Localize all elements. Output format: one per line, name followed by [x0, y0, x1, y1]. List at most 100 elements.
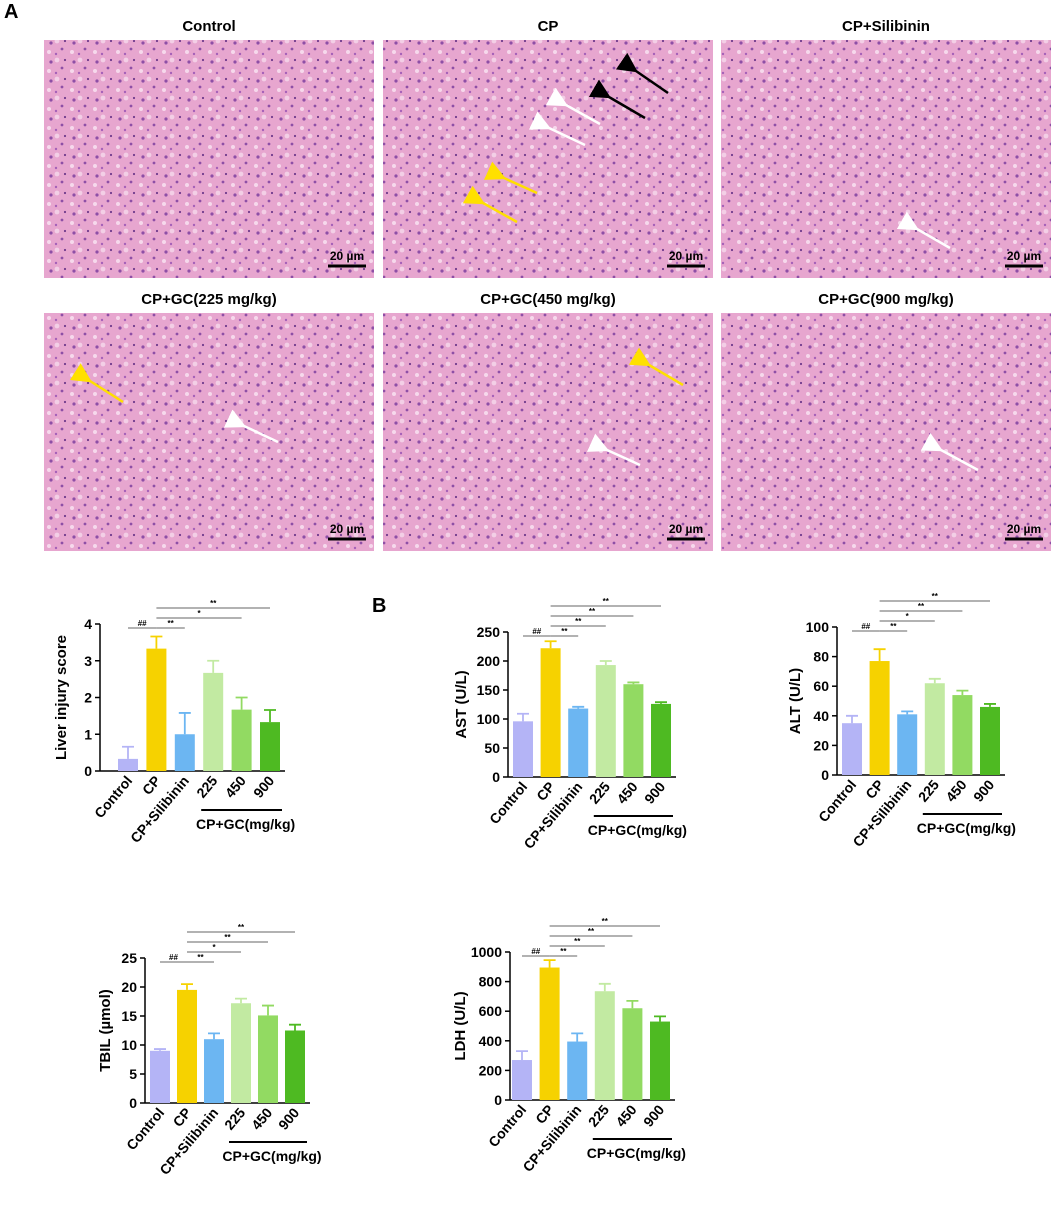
bar — [980, 706, 1000, 775]
error-bar — [627, 681, 640, 685]
significance-label: ## — [138, 619, 147, 628]
y-tick-label: 15 — [121, 1008, 137, 1024]
bar — [203, 672, 224, 771]
bar — [567, 1041, 588, 1100]
y-tick-label: 100 — [477, 711, 501, 727]
bar — [174, 734, 195, 771]
group-label: CP+GC(mg/kg) — [917, 820, 1016, 836]
scale-label: 20 µm — [669, 522, 703, 536]
significance-label: ## — [861, 622, 870, 631]
x-tick-label: 225 — [221, 1104, 248, 1132]
x-tick-label: 450 — [942, 776, 969, 804]
significance-label: ** — [588, 927, 595, 936]
error-bar — [207, 659, 220, 673]
x-tick-label: 450 — [248, 1104, 275, 1132]
error-bar — [544, 640, 557, 649]
error-bar — [264, 709, 276, 723]
significance-label: * — [197, 609, 201, 618]
arrow — [545, 87, 601, 126]
x-tick-label: 450 — [613, 778, 640, 806]
bar — [146, 648, 167, 771]
y-tick-label: 4 — [84, 616, 92, 632]
y-tick-label: 40 — [813, 708, 829, 724]
x-tick-label: 225 — [585, 1101, 612, 1129]
x-tick-label: Control — [815, 777, 859, 825]
error-bar — [235, 696, 248, 710]
bar — [952, 695, 973, 775]
arrow — [920, 432, 979, 472]
y-axis-label: TBIL (µmol) — [97, 989, 114, 1072]
significance-label: ## — [531, 947, 540, 956]
x-tick-label: 450 — [222, 772, 249, 800]
y-tick-label: 0 — [494, 1092, 502, 1108]
arrow — [615, 52, 669, 95]
bar — [568, 708, 589, 777]
significance-label: ** — [602, 917, 609, 926]
bar — [118, 758, 138, 771]
significance-label: ** — [918, 602, 925, 611]
significance-label: ** — [210, 599, 217, 608]
scale-label: 20 µm — [669, 249, 703, 263]
bar — [231, 1003, 251, 1103]
bar — [539, 967, 560, 1100]
bar — [897, 714, 918, 775]
error-bar — [984, 703, 996, 707]
error-bar — [516, 1050, 528, 1061]
error-bar — [655, 701, 667, 704]
bar — [594, 991, 615, 1100]
arrow — [483, 161, 538, 195]
x-tick-label: 450 — [612, 1101, 639, 1129]
error-bar — [517, 712, 529, 722]
error-bar — [181, 983, 193, 990]
error-bar — [626, 999, 639, 1009]
y-tick-label: 20 — [121, 979, 137, 995]
arrow — [462, 185, 518, 224]
error-bar — [235, 997, 247, 1004]
y-tick-label: 100 — [806, 619, 830, 635]
x-tick-label: Control — [486, 779, 530, 827]
y-tick-label: 0 — [129, 1095, 137, 1111]
significance-label: ** — [890, 622, 897, 631]
error-bar — [598, 982, 611, 992]
bar — [622, 1008, 643, 1100]
error-bar — [956, 689, 969, 696]
y-tick-label: 1 — [84, 726, 92, 742]
x-tick-label: 900 — [970, 776, 997, 804]
panel-label: A — [4, 1, 18, 23]
y-axis-label: LDH (U/L) — [452, 991, 469, 1060]
y-tick-label: 80 — [813, 649, 829, 665]
image-title: CP+GC(900 mg/kg) — [818, 291, 953, 308]
image-title: CP — [538, 18, 559, 35]
histology-image — [721, 40, 1051, 278]
scale-label: 20 µm — [330, 249, 364, 263]
bar — [623, 684, 644, 777]
group-label: CP+GC(mg/kg) — [587, 1145, 686, 1161]
bar — [285, 1030, 305, 1103]
y-tick-label: 150 — [477, 682, 501, 698]
significance-label: ** — [197, 953, 204, 962]
scale-label: 20 µm — [1007, 522, 1041, 536]
error-bar — [543, 959, 556, 968]
bar — [150, 1050, 170, 1103]
arrow — [528, 111, 586, 147]
y-tick-label: 400 — [479, 1033, 503, 1049]
x-tick-label: Control — [91, 773, 135, 821]
error-bar — [262, 1004, 274, 1016]
y-tick-label: 0 — [84, 763, 92, 779]
error-bar — [572, 705, 585, 709]
error-bar — [928, 677, 941, 684]
y-tick-label: 250 — [477, 624, 501, 640]
y-tick-label: 1000 — [471, 944, 502, 960]
bar — [260, 722, 280, 771]
bar — [512, 1060, 532, 1100]
arrow — [586, 433, 641, 467]
significance-label: ## — [169, 953, 178, 962]
bar — [595, 665, 616, 777]
bar — [177, 989, 197, 1103]
x-tick-label: 900 — [641, 778, 668, 806]
significance-label: * — [906, 612, 910, 621]
histology-image — [721, 313, 1051, 551]
image-title: Control — [182, 18, 235, 35]
y-tick-label: 200 — [479, 1062, 503, 1078]
